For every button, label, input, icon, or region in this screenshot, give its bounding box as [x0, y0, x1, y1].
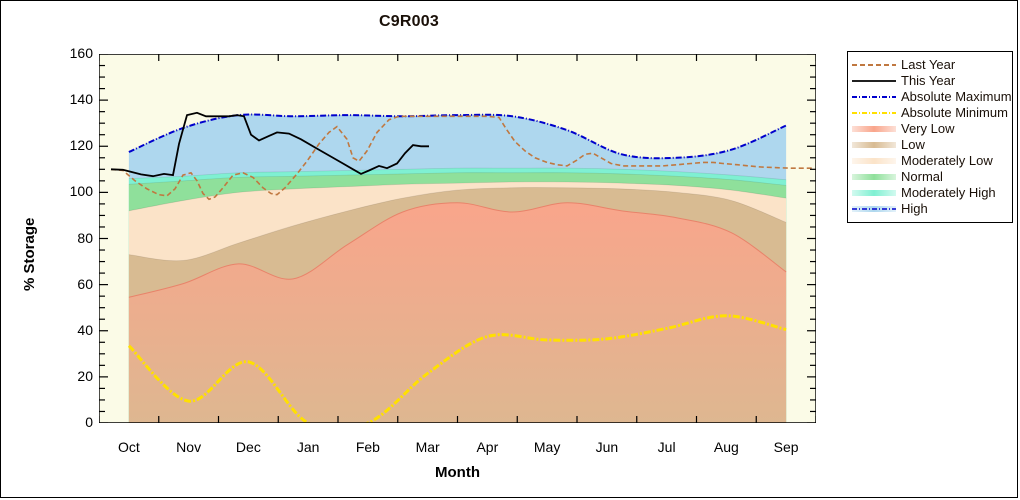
- page-title: C9R003: [379, 13, 439, 30]
- x-tick-label: Jun: [595, 439, 619, 455]
- legend-item[interactable]: Moderately Low: [852, 153, 1008, 169]
- y-tick-label: 120: [69, 137, 93, 154]
- x-tick-label: Aug: [713, 439, 739, 455]
- legend-item[interactable]: Last Year: [852, 57, 1008, 73]
- legend-key-dashdot-line: [852, 106, 896, 120]
- legend-item[interactable]: Absolute Minimum: [852, 105, 1008, 121]
- legend-label: Normal: [901, 169, 943, 184]
- x-tick-label: May: [533, 439, 561, 455]
- legend-item[interactable]: This Year: [852, 73, 1008, 89]
- legend-label: Moderately Low: [901, 153, 993, 168]
- legend-key-band-swatch: [852, 122, 896, 136]
- legend-item[interactable]: Very Low: [852, 121, 1008, 137]
- legend-key-dashdot-swatch: [852, 202, 896, 216]
- legend-label: Last Year: [901, 57, 956, 72]
- y-tick-label: 20: [77, 367, 93, 384]
- x-tick-label: Jan: [296, 439, 320, 455]
- series-this-year: [110, 111, 429, 178]
- x-tick-label: Mar: [415, 439, 440, 455]
- x-tick-label: Oct: [117, 439, 140, 455]
- legend-item[interactable]: Normal: [852, 169, 1008, 185]
- y-tick-labels: 160 140 120 100 80 60 40 20 0: [45, 1, 93, 499]
- y-tick-label: 0: [85, 414, 93, 430]
- x-axis-label: Month: [435, 464, 480, 481]
- legend-label: Low: [901, 137, 925, 152]
- y-tick-label: 160: [69, 45, 93, 61]
- x-tick-label: Feb: [355, 439, 380, 455]
- y-axis-label: % Storage: [21, 217, 38, 291]
- y-tick-label: 80: [77, 229, 93, 246]
- x-tick-labels: Oct Nov Dec Jan Feb Mar Apr May Jun Jul Aug Sep: [99, 431, 816, 455]
- legend-label: Very Low: [901, 121, 955, 136]
- series-absolute-maximum: [128, 113, 787, 160]
- series-absolute-minimum: [127, 314, 787, 423]
- y-tick-label: 40: [77, 321, 93, 338]
- x-tick-label: Nov: [176, 439, 202, 455]
- x-tick-label: Dec: [235, 439, 261, 455]
- chart-legend: Last Year This Year Absolute Maximum Absolu…: [847, 51, 1013, 223]
- legend-key-dashdot-line: [852, 90, 896, 104]
- legend-key-band-swatch: [852, 138, 896, 152]
- legend-label: Absolute Maximum: [901, 89, 1012, 104]
- series-last-year: [110, 115, 813, 201]
- y-tick-label: 140: [69, 91, 93, 108]
- legend-item[interactable]: Absolute Maximum: [852, 89, 1012, 105]
- plot-svg: [99, 54, 816, 423]
- x-tick-label: Sep: [773, 439, 799, 455]
- legend-item[interactable]: Moderately High: [852, 185, 1008, 201]
- legend-key-band-swatch: [852, 186, 896, 200]
- legend-key-band-swatch: [852, 154, 896, 168]
- legend-key-solid-line: [852, 74, 896, 88]
- legend-label: Absolute Minimum: [901, 105, 1008, 120]
- legend-key-band-swatch: [852, 170, 896, 184]
- y-tick-label: 100: [69, 183, 93, 200]
- legend-item[interactable]: High: [852, 201, 1008, 217]
- legend-label: Moderately High: [901, 185, 996, 200]
- legend-label: High: [901, 201, 928, 216]
- legend-label: This Year: [901, 73, 956, 88]
- legend-item[interactable]: Low: [852, 137, 1008, 153]
- plot-area: [99, 54, 816, 423]
- y-tick-label: 60: [77, 275, 93, 292]
- x-tick-label: Apr: [476, 439, 499, 455]
- x-tick-label: Jul: [657, 439, 676, 455]
- band-very-low: [128, 202, 787, 423]
- legend-key-dashed-line: [852, 58, 896, 72]
